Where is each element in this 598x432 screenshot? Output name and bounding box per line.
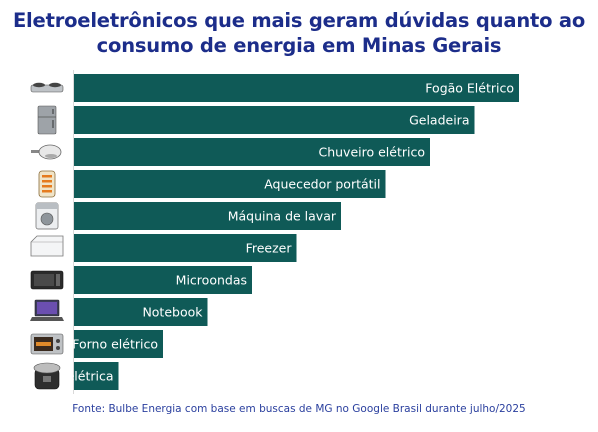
laptop-icon: [30, 299, 64, 321]
chart-title-line-2: consumo de energia em Minas Gerais: [96, 34, 502, 57]
refrigerator-icon: [37, 105, 57, 135]
bar-label: Fogão Elétrico: [425, 81, 514, 96]
chart-title: Eletroeletrônicos que mais geram dúvidas…: [0, 8, 598, 58]
bar: [74, 74, 519, 102]
bar: [74, 266, 252, 294]
bar-label: Aquecedor portátil: [264, 177, 380, 192]
cooktop-icon: [30, 82, 64, 93]
bar-label: Microondas: [176, 273, 247, 288]
washing-machine-icon: [35, 202, 59, 230]
heater-icon: [38, 170, 56, 198]
oven-icon: [30, 333, 64, 355]
bar: [74, 362, 119, 390]
freezer-icon: [30, 235, 64, 257]
bar-label: Geladeira: [409, 113, 469, 128]
bar: [74, 202, 341, 230]
bar-label: Freezer: [246, 241, 293, 256]
bar: [74, 330, 163, 358]
pressure-cooker-icon: [33, 362, 61, 390]
bar: [74, 106, 475, 134]
bar-label: Notebook: [142, 305, 203, 320]
bar: [74, 170, 386, 198]
chart-title-line-1: Eletroeletrônicos que mais geram dúvidas…: [12, 9, 586, 32]
microwave-icon: [30, 270, 64, 290]
source-note: Fonte: Bulbe Energia com base em buscas …: [72, 403, 526, 415]
bar-label: Forno elétrico: [72, 337, 158, 352]
bar: [74, 234, 297, 262]
bar: [74, 298, 208, 326]
bar-label: Máquina de lavar: [228, 209, 337, 224]
bar-label: Chuveiro elétrico: [318, 145, 425, 160]
bar: [74, 138, 430, 166]
shower-icon: [31, 144, 62, 160]
